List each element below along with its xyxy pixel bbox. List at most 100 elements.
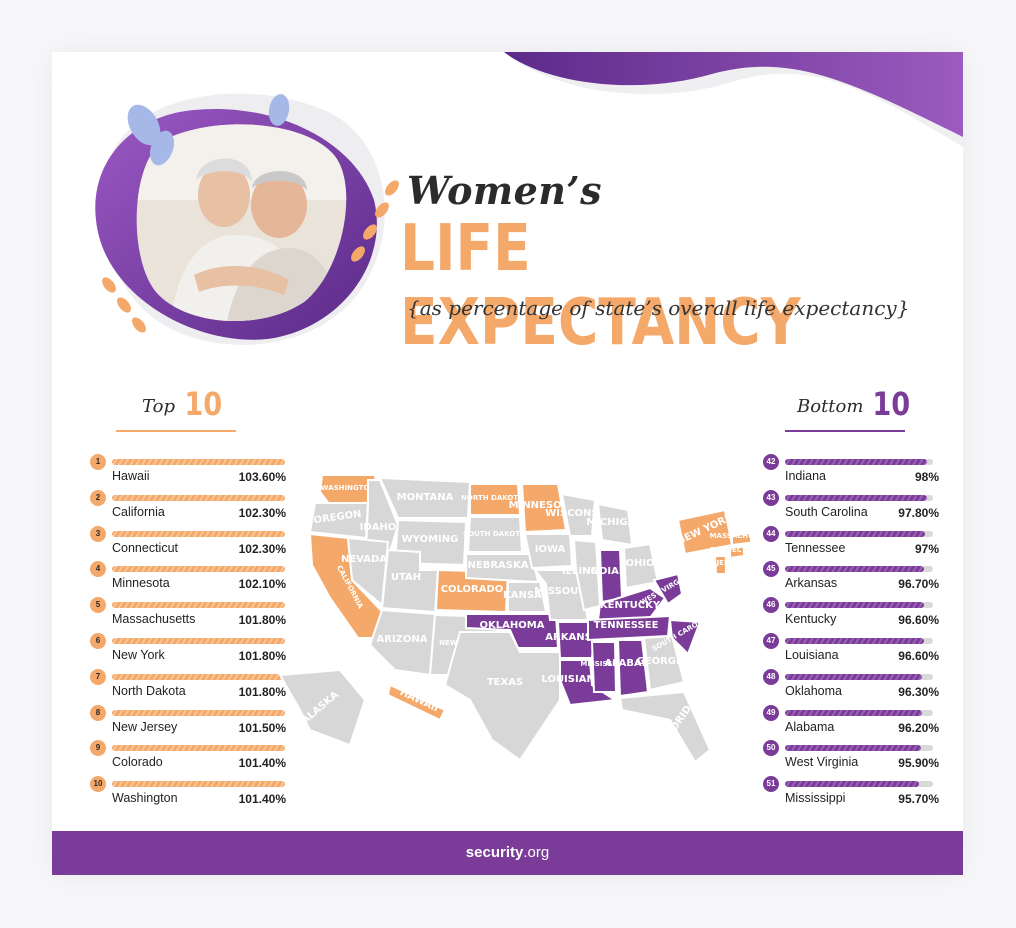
rank-value: 96.70% — [898, 577, 939, 592]
brand-bold: security — [465, 844, 524, 861]
rank-state-name: North Dakota — [112, 683, 186, 698]
state-alabama — [616, 639, 650, 698]
rank-badge: 43 — [763, 489, 779, 506]
rank-value: 101.80% — [238, 613, 286, 628]
state-label: WISCONSIN — [545, 508, 610, 519]
state-label: OHIO — [625, 558, 654, 569]
state-arizona — [368, 608, 437, 677]
state-label: TENNESSEE — [594, 620, 659, 631]
rank-bar-track — [925, 494, 933, 501]
state-iowa — [523, 533, 574, 570]
rank-bar — [785, 530, 925, 537]
rank-value: 96.60% — [898, 648, 939, 663]
state-florida — [618, 690, 712, 764]
state-label: ALABAMA — [605, 658, 660, 669]
state-new-jersey — [713, 555, 727, 575]
rank-bar — [112, 530, 285, 537]
state-label: SOUTH DAKOTA — [463, 530, 525, 538]
rank-bar — [785, 566, 924, 573]
top10-heading-number: 10 — [184, 385, 222, 423]
rank-bar — [112, 566, 285, 573]
state-south-carolina — [668, 618, 702, 656]
rank-badge: 51 — [763, 776, 779, 793]
rank-badge: 2 — [90, 489, 106, 506]
state-texas — [443, 631, 561, 762]
state-north-dakota — [469, 483, 522, 516]
rank-value: 102.10% — [238, 577, 286, 592]
rank-value: 102.30% — [238, 541, 286, 556]
state-label: MONTANA — [397, 492, 454, 503]
state-label: MINNESOTA — [509, 500, 576, 511]
rank-value: 97% — [914, 541, 939, 556]
rank-bar-track — [922, 602, 933, 609]
state-label: LOUISIANA — [541, 674, 602, 685]
state-label: GEORGIA — [637, 656, 688, 667]
state-georgia — [642, 634, 686, 692]
rank-bar — [785, 637, 924, 644]
rank-bar — [785, 745, 921, 752]
bottom10-heading-label: Bottom — [797, 396, 864, 417]
rank-state-name: Colorado — [112, 755, 163, 770]
title-line-1: Women’s — [407, 168, 603, 213]
state-minnesota — [520, 483, 568, 534]
rank-bar-track — [922, 637, 933, 644]
rank-bar — [785, 781, 919, 788]
rank-state-name: Oklahoma — [785, 683, 842, 698]
state-wisconsin — [560, 492, 597, 537]
rank-state-name: South Carolina — [785, 504, 868, 519]
rank-badge: 6 — [90, 632, 106, 649]
state-label: COLORADO — [441, 584, 504, 595]
state-west-virginia — [652, 572, 684, 606]
rank-bar-track — [922, 566, 933, 573]
brand-domain: .org — [523, 844, 550, 861]
rank-badge: 50 — [763, 740, 779, 757]
rank-state-name: Minnesota — [112, 576, 170, 591]
rank-badge: 9 — [90, 740, 106, 757]
state-label: OKLAHOMA — [480, 620, 545, 631]
rank-value: 98% — [914, 470, 939, 484]
rank-bar-track — [920, 709, 933, 716]
rank-state-name: Louisiana — [785, 647, 839, 662]
rank-value: 101.50% — [238, 720, 286, 735]
state-michigan — [596, 502, 634, 547]
top10-heading-label: Top — [142, 396, 175, 417]
decorative-wave — [504, 52, 963, 147]
state-label: KENTUCKY — [600, 600, 661, 611]
rank-bar — [112, 709, 285, 716]
rank-bar — [112, 673, 285, 680]
state-label: WYOMING — [402, 534, 459, 545]
state-kansas — [507, 581, 548, 613]
rank-bar-track — [923, 530, 933, 537]
rank-bar-track — [920, 673, 933, 680]
state-label: UTAH — [391, 572, 421, 583]
rank-badge: 42 — [763, 454, 779, 470]
rank-state-name: New Jersey — [112, 719, 178, 734]
state-hawaii — [386, 683, 447, 722]
rank-badge: 45 — [763, 561, 779, 578]
rank-bar — [785, 673, 922, 680]
state-massachusetts — [731, 531, 750, 547]
state-label: ARKANSAS — [545, 632, 606, 643]
rank-badge: 48 — [763, 668, 779, 685]
rank-value: 97.80% — [898, 505, 939, 520]
subtitle: {as percentage of state’s overall life e… — [407, 296, 910, 320]
rank-state-name: New York — [112, 647, 165, 662]
state-label: CONNECTICUT — [709, 546, 750, 554]
rank-badge: 1 — [90, 454, 106, 470]
rank-value: 101.80% — [238, 684, 286, 699]
rank-badge: 7 — [90, 668, 106, 685]
bottom10-heading-number: 10 — [872, 385, 911, 423]
rank-badge: 49 — [763, 704, 779, 721]
rank-bar-track — [917, 781, 933, 788]
rank-bar — [112, 637, 285, 644]
state-label: ARIZONA — [376, 634, 427, 645]
state-label: ILLINOIS — [562, 566, 610, 577]
rank-state-name: Connecticut — [112, 540, 179, 555]
rank-bar — [785, 602, 924, 609]
rank-badge: 8 — [90, 704, 106, 721]
rank-bar — [785, 709, 922, 716]
rank-state-name: Alabama — [785, 719, 835, 734]
state-connecticut — [729, 544, 745, 560]
state-label: NEBRASKA — [468, 560, 529, 571]
us-map: WASHINGTONOREGONCALIFORNIAIDAHONEVADAMON… — [278, 474, 750, 764]
